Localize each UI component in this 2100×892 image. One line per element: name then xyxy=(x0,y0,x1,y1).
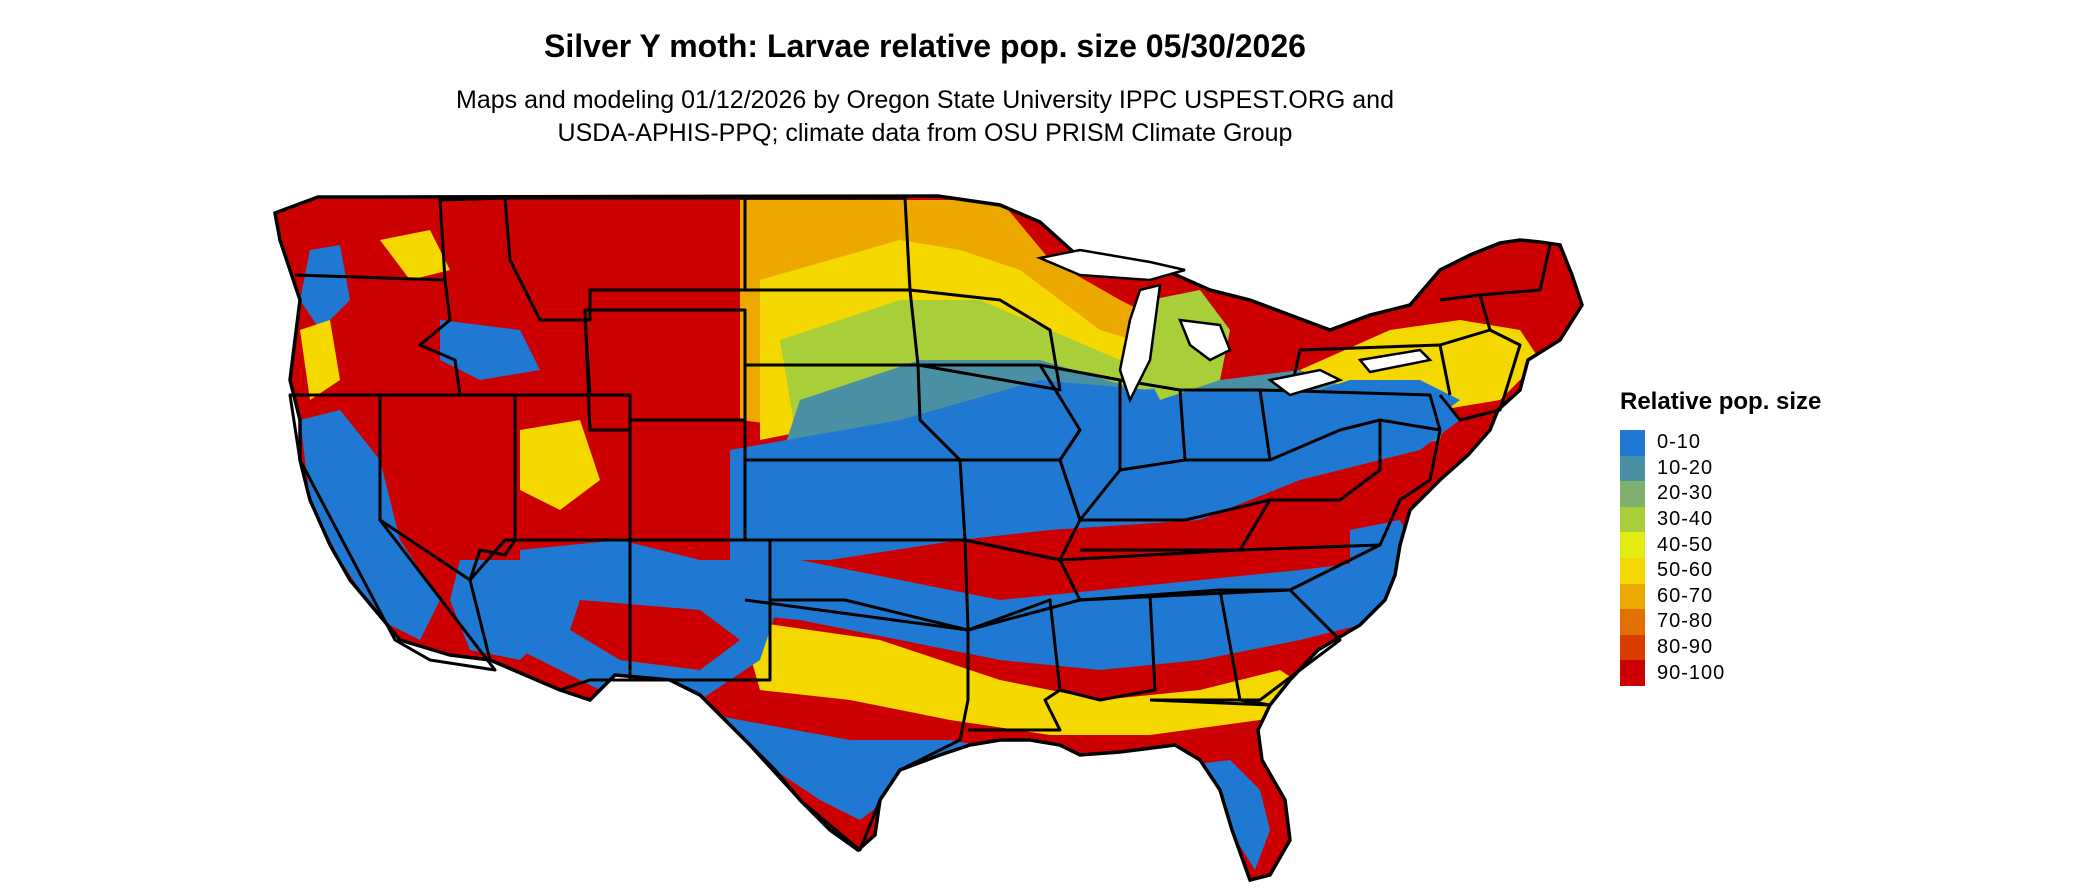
legend-item: 50-60 xyxy=(1620,557,1821,584)
legend-swatch xyxy=(1620,506,1645,533)
legend-swatch xyxy=(1620,583,1645,610)
map-legend: Relative pop. size 0-10 10-20 20-30 30-40 40… xyxy=(1620,388,1821,686)
legend-label: 50-60 xyxy=(1657,559,1714,582)
legend-swatch xyxy=(1620,455,1645,482)
legend-item: 0-10 xyxy=(1620,430,1821,456)
legend-label: 20-30 xyxy=(1657,482,1714,505)
legend-swatch xyxy=(1620,660,1645,686)
legend-label: 40-50 xyxy=(1657,533,1714,556)
legend-swatch xyxy=(1620,609,1645,635)
legend-item: 10-20 xyxy=(1620,455,1821,482)
legend-item: 40-50 xyxy=(1620,532,1821,558)
legend-item: 60-70 xyxy=(1620,583,1821,610)
legend-swatch xyxy=(1620,532,1645,558)
great-lakes xyxy=(1035,248,1433,404)
legend-label: 0-10 xyxy=(1657,431,1702,454)
legend-swatch xyxy=(1620,634,1645,661)
map-title: Silver Y moth: Larvae relative pop. size… xyxy=(544,28,1306,64)
subtitle-line-1: Maps and modeling 01/12/2026 by Oregon S… xyxy=(456,86,1394,114)
legend-item: 80-90 xyxy=(1620,634,1821,661)
legend-swatch xyxy=(1620,557,1645,584)
legend-title: Relative pop. size xyxy=(1620,388,1822,415)
legend-item: 20-30 xyxy=(1620,481,1821,507)
state-boundaries xyxy=(288,196,1552,852)
map-subtitle: Maps and modeling 01/12/2026 by Oregon S… xyxy=(0,84,1850,150)
population-raster xyxy=(275,196,1582,880)
legend-item: 70-80 xyxy=(1620,609,1821,635)
legend-item: 90-100 xyxy=(1620,660,1821,686)
legend-label: 70-80 xyxy=(1657,610,1714,633)
legend-label: 10-20 xyxy=(1657,456,1714,479)
legend-items: 0-10 10-20 20-30 30-40 40-50 50-60 60-70 70-80 8… xyxy=(1620,430,1821,686)
legend-swatch xyxy=(1620,430,1645,456)
legend-item: 30-40 xyxy=(1620,506,1821,533)
legend-label: 30-40 xyxy=(1657,508,1714,531)
legend-label: 80-90 xyxy=(1657,636,1714,659)
legend-swatch xyxy=(1620,481,1645,507)
legend-label: 90-100 xyxy=(1657,661,1726,684)
legend-label: 60-70 xyxy=(1657,584,1714,607)
subtitle-line-2: USDA-APHIS-PPQ; climate data from OSU PR… xyxy=(557,119,1293,147)
